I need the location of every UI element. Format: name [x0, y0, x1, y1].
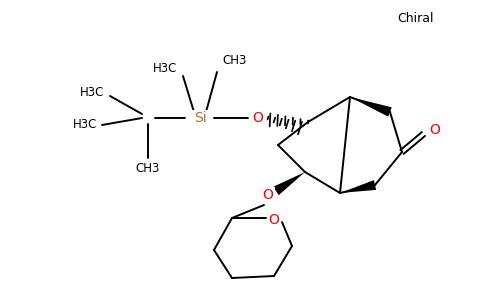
Text: O: O	[429, 123, 440, 137]
Text: CH3: CH3	[136, 161, 160, 175]
Text: O: O	[269, 213, 279, 227]
Text: O: O	[262, 188, 273, 202]
Polygon shape	[350, 97, 392, 117]
Text: Chiral: Chiral	[397, 11, 433, 25]
Text: H3C: H3C	[73, 118, 97, 131]
Text: H3C: H3C	[80, 86, 104, 100]
Text: Si: Si	[194, 111, 206, 125]
Text: O: O	[253, 111, 263, 125]
Polygon shape	[273, 172, 305, 195]
Text: CH3: CH3	[223, 53, 247, 67]
Text: H3C: H3C	[153, 61, 177, 74]
Polygon shape	[340, 180, 376, 193]
